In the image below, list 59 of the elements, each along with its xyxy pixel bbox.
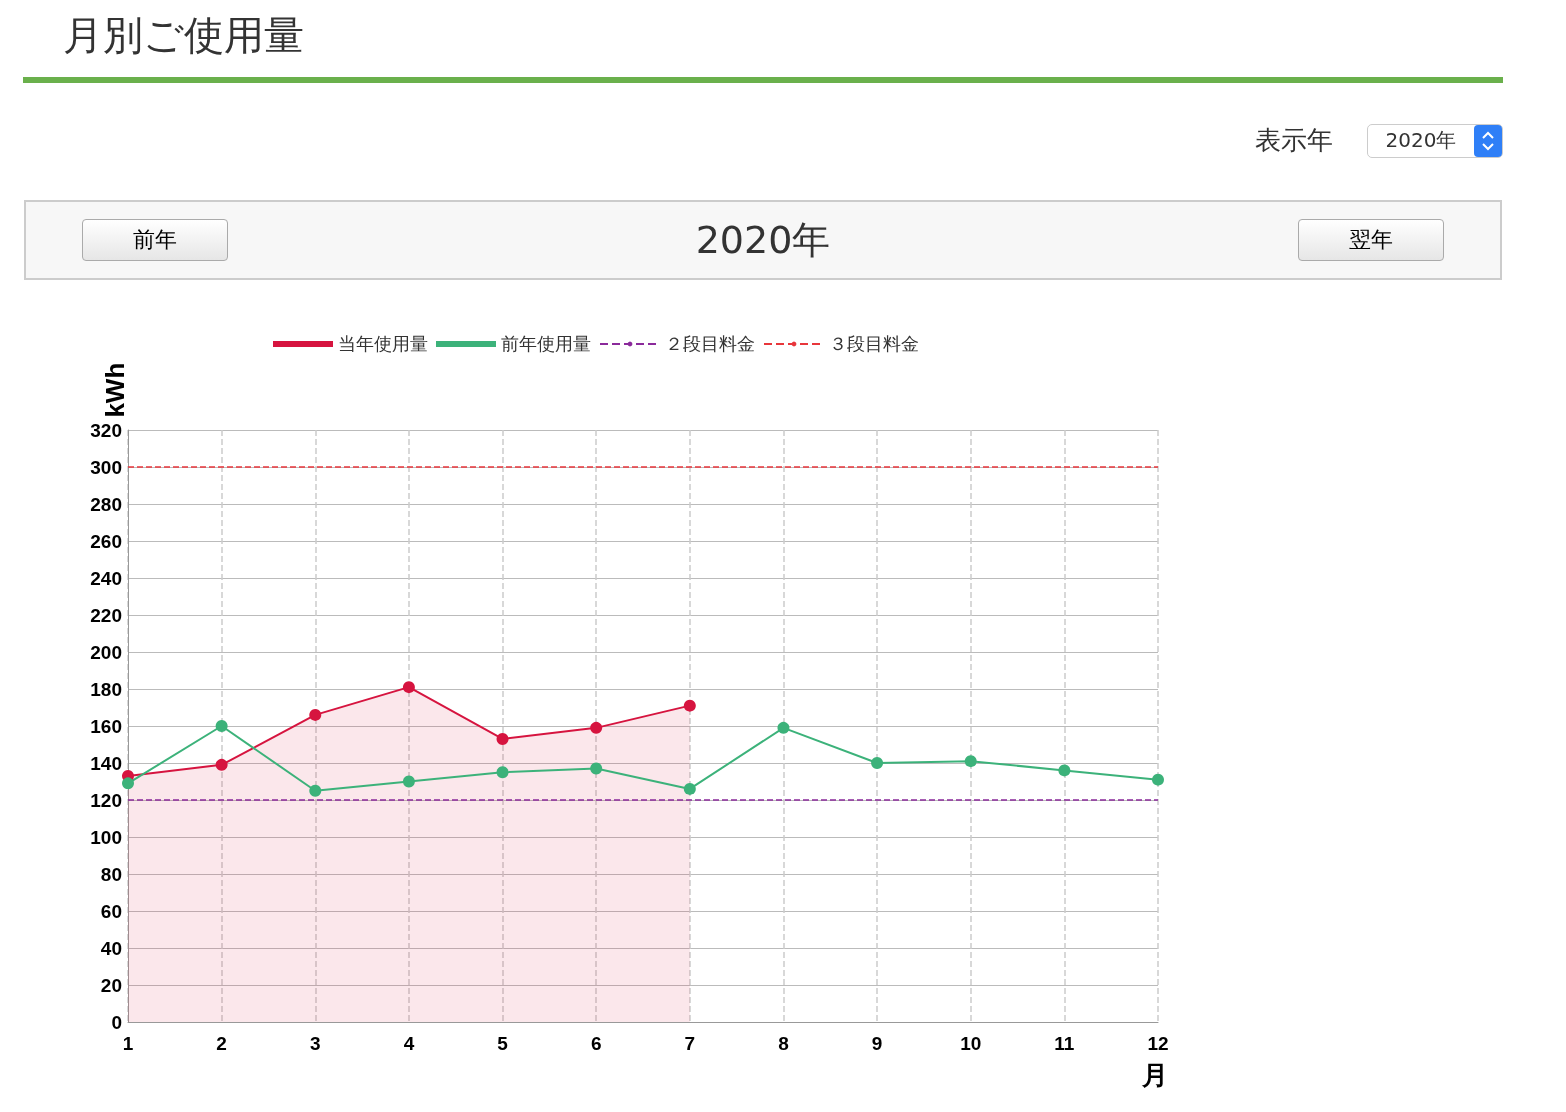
point bbox=[402, 681, 415, 694]
point bbox=[590, 762, 603, 775]
y-tick-label: 140 bbox=[90, 752, 122, 774]
x-tick-label: 7 bbox=[684, 1033, 696, 1054]
chart-subtitle: 2020年 bbox=[695, 216, 831, 264]
point bbox=[496, 766, 509, 779]
x-tick-label: 1 bbox=[122, 1033, 134, 1054]
text: 表示年 bbox=[1255, 124, 1333, 157]
x-tick-label: 11 bbox=[1054, 1033, 1075, 1054]
text: 2020年 bbox=[1384, 127, 1458, 154]
point bbox=[683, 699, 696, 712]
y-tick-label: 120 bbox=[90, 789, 122, 811]
point bbox=[215, 758, 228, 771]
point bbox=[1152, 773, 1164, 786]
y-tick-label: 20 bbox=[100, 974, 122, 996]
legend-label: 前年使用量 bbox=[501, 334, 591, 354]
y-tick-label: 240 bbox=[90, 567, 122, 589]
point bbox=[309, 708, 322, 721]
point bbox=[1058, 764, 1071, 777]
legend-label: ２段目料金 bbox=[665, 334, 755, 354]
x-tick-label: 3 bbox=[309, 1033, 321, 1054]
y-tick-label: 100 bbox=[90, 826, 122, 848]
y-tick-label: 280 bbox=[90, 493, 122, 515]
y-tick-label: 260 bbox=[90, 530, 122, 552]
y-axis-title: kWh bbox=[100, 362, 130, 418]
x-tick-label: 8 bbox=[778, 1033, 789, 1054]
y-tick-label: 160 bbox=[90, 715, 122, 737]
point bbox=[309, 784, 322, 797]
x-tick-label: 10 bbox=[960, 1033, 982, 1054]
text: 前年 bbox=[82, 219, 228, 261]
x-axis-title: 月 bbox=[1141, 1060, 1168, 1090]
y-tick-label: 220 bbox=[90, 604, 122, 626]
point bbox=[777, 721, 790, 734]
x-tick-label: 2 bbox=[216, 1033, 227, 1054]
point bbox=[590, 721, 603, 734]
x-tick-label: 5 bbox=[497, 1033, 509, 1054]
chart-title: 月別ご使用量 bbox=[23, 8, 1503, 83]
y-tick-label: 80 bbox=[100, 863, 122, 885]
point bbox=[964, 755, 977, 768]
point bbox=[402, 775, 415, 788]
y-tick-label: 320 bbox=[90, 419, 122, 441]
point bbox=[215, 720, 228, 732]
y-tick-label: 40 bbox=[100, 937, 122, 959]
x-tick-label: 12 bbox=[1147, 1033, 1169, 1054]
x-tick-label: 6 bbox=[590, 1033, 602, 1054]
y-tick-label: 180 bbox=[90, 678, 122, 700]
point bbox=[122, 777, 134, 790]
x-tick-label: 9 bbox=[871, 1033, 883, 1054]
point bbox=[496, 732, 509, 745]
point bbox=[683, 782, 696, 795]
y-tick-label: 60 bbox=[100, 900, 122, 922]
y-tick-label: 300 bbox=[90, 456, 122, 478]
legend-label: 当年使用量 bbox=[338, 334, 428, 354]
y-tick-label: 0 bbox=[111, 1011, 122, 1033]
x-tick-label: 4 bbox=[403, 1033, 415, 1054]
text: 翌年 bbox=[1298, 219, 1444, 261]
point bbox=[871, 757, 884, 769]
y-tick-label: 200 bbox=[90, 641, 122, 663]
legend-label: ３段目料金 bbox=[829, 334, 919, 354]
